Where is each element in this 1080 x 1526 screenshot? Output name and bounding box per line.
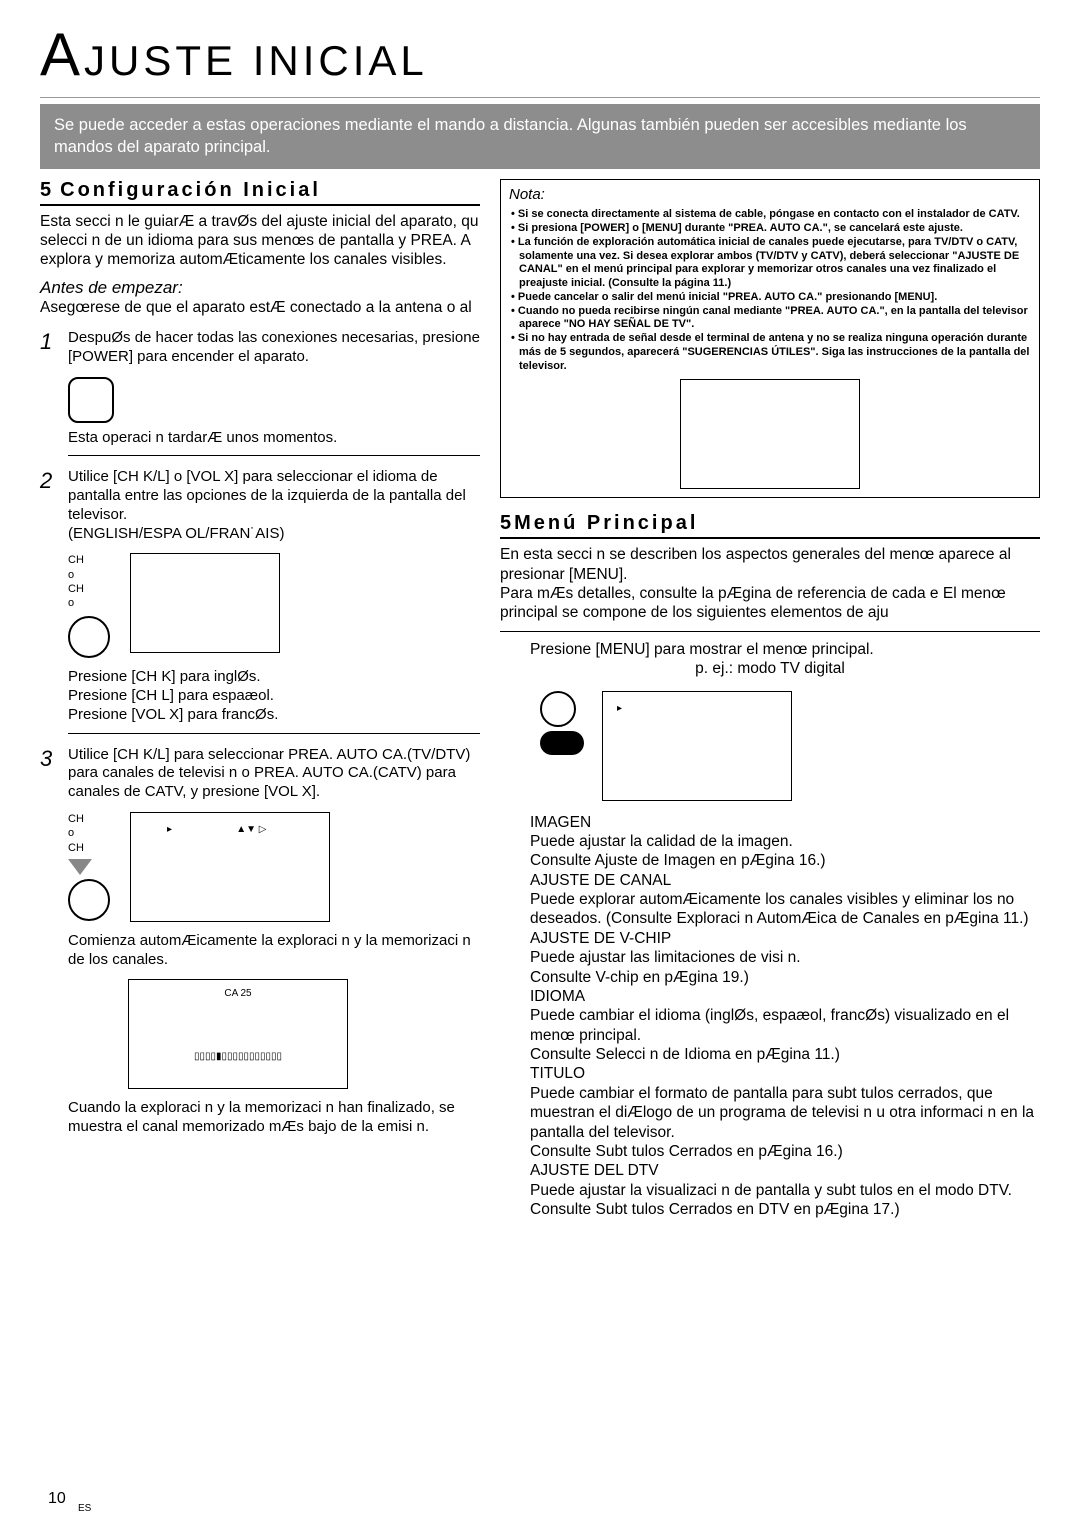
menu-button-icon [540,731,584,755]
power-button-icon [68,377,114,423]
menu-intro2: Para mÆs detalles, consulte la pÆgina de… [500,584,1040,623]
title-rule [40,97,1040,98]
step-1: 1 DespuØs de hacer todas las conexiones … [40,329,480,447]
step-3: 3 Utilice [CH K/L] para seleccionar PREA… [40,746,480,1137]
page-title: AJUSTE INICIAL [40,20,1040,89]
remote-circle-icon [68,616,110,658]
remote-circle-icon [68,879,110,921]
menu-example: p. ej.: modo TV digital [500,659,1040,678]
screen-placeholder: ▸ ▲▼ ▷ [130,812,330,922]
menu-heading: 5Menú Principal [500,512,1040,539]
page-lang: ES [78,1503,91,1514]
divider [68,733,480,734]
menu-intro1: En esta secci n se describen los aspecto… [500,545,1040,584]
nota-screen-placeholder [680,379,860,489]
menu-screen-placeholder: ▸ [602,691,792,801]
remote-circle-icon [540,691,576,727]
menu-items: IMAGEN Puede ajustar la calidad de la im… [530,813,1040,1220]
config-heading: 5Configuración Inicial [40,179,480,206]
divider [68,455,480,456]
intro-banner: Se puede acceder a estas operaciones med… [40,104,1040,169]
screen-placeholder [130,553,280,653]
nota-box: Nota: Si se conecta directamente al sist… [500,179,1040,499]
title-rest: JUSTE INICIAL [84,37,428,84]
divider [500,631,1040,632]
config-desc: Esta secci n le guiarÆ a travØs del ajus… [40,212,480,270]
ch-stack: CH o CH o [68,553,110,610]
ch-stack: CH o CH [68,812,110,855]
chevron-down-icon [68,859,92,875]
title-prefix: A [40,21,84,88]
screen-ca: CA 25 ▯▯▯▯▮▯▯▯▯▯▯▯▯▯▯▯ [128,979,348,1089]
before-head: Antes de empezar: [40,278,480,298]
menu-press: Presione [MENU] para mostrar el menœ pri… [530,640,1040,659]
menu-diagram: ▸ [500,691,1040,801]
before-desc: Asegœrese de que el aparato estÆ conecta… [40,298,480,317]
step-2: 2 Utilice [CH K/L] o [VOL X] para selecc… [40,468,480,724]
page-number: 10 [48,1490,66,1508]
